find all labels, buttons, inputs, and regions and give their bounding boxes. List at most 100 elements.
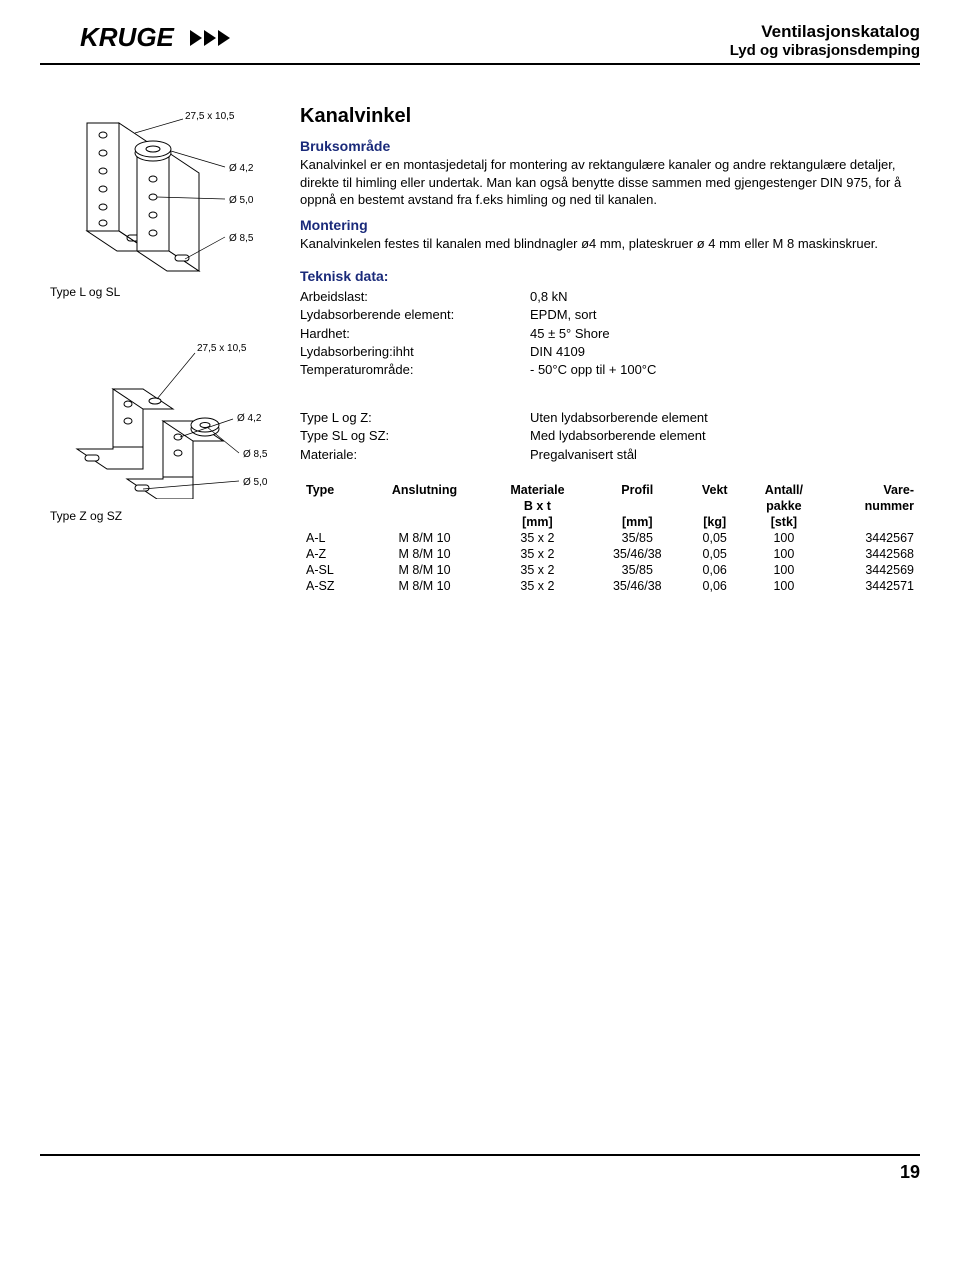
logo: KRUGE (80, 20, 250, 59)
table-row: A-L M 8/M 10 35 x 2 35/85 0,05 100 34425… (300, 530, 920, 546)
usage-heading: Bruksområde (300, 138, 920, 154)
header-titles: Ventilasjonskatalog Lyd og vibrasjonsdem… (730, 22, 920, 59)
tech-row: Lydabsorbering:ihhtDIN 4109 (300, 343, 920, 361)
cell-wt: 0,06 (685, 578, 744, 594)
cell-type: A-L (300, 530, 364, 546)
figure-l-sl: 27,5 x 10,5 Ø 4,2 Ø 5,0 Ø 8,5 (40, 105, 300, 275)
cell-art: 3442571 (823, 578, 920, 594)
types-row: Type L og Z:Uten lydabsorberende element (300, 409, 920, 427)
cell-art: 3442569 (823, 562, 920, 578)
fig2-dim-d42: Ø 4,2 (237, 413, 262, 424)
table-header-row: [mm] [mm] [kg] [stk] (300, 514, 920, 530)
tech-val: 0,8 kN (530, 288, 920, 306)
cell-prof: 35/46/38 (590, 578, 686, 594)
cell-wt: 0,06 (685, 562, 744, 578)
cell-art: 3442567 (823, 530, 920, 546)
cell-prof: 35/85 (590, 562, 686, 578)
tech-val: DIN 4109 (530, 343, 920, 361)
th-mat: Materiale (485, 482, 589, 498)
table-header-row: Type Anslutning Materiale Profil Vekt An… (300, 482, 920, 498)
page-number: 19 (40, 1154, 920, 1183)
table-row: A-SL M 8/M 10 35 x 2 35/85 0,06 100 3442… (300, 562, 920, 578)
tech-row: Lydabsorberende element:EPDM, sort (300, 306, 920, 324)
mounting-text: Kanalvinkelen festes til kanalen med bli… (300, 235, 920, 253)
th-mat3: [mm] (485, 514, 589, 530)
fig2-dim-d50: Ø 5,0 (243, 477, 268, 488)
types-val: Med lydabsorberende element (530, 427, 920, 445)
fig1-dim-d42: Ø 4,2 (229, 163, 254, 174)
types-row: Materiale:Pregalvanisert stål (300, 446, 920, 464)
types-key: Materiale: (300, 446, 530, 464)
table-row: A-Z M 8/M 10 35 x 2 35/46/38 0,05 100 34… (300, 546, 920, 562)
th-type: Type (300, 482, 364, 498)
content: 27,5 x 10,5 Ø 4,2 Ø 5,0 Ø 8,5 Type L og … (40, 105, 920, 594)
fig2-dim-slot: 27,5 x 10,5 (197, 343, 247, 354)
tech-key: Hardhet: (300, 325, 530, 343)
left-column: 27,5 x 10,5 Ø 4,2 Ø 5,0 Ø 8,5 Type L og … (40, 105, 300, 594)
header-subtitle: Lyd og vibrasjonsdemping (730, 42, 920, 59)
th-prof: Profil (590, 482, 686, 498)
fig1-dim-d85: Ø 8,5 (229, 233, 254, 244)
kruge-logo-svg: KRUGE (80, 20, 250, 56)
th-qty: Antall/ (744, 482, 823, 498)
cell-art: 3442568 (823, 546, 920, 562)
header-title: Ventilasjonskatalog (730, 22, 920, 42)
product-table: Type Anslutning Materiale Profil Vekt An… (300, 482, 920, 594)
types-block: Type L og Z:Uten lydabsorberende element… (300, 409, 920, 464)
tech-val: 45 ± 5° Shore (530, 325, 920, 343)
th-conn: Anslutning (364, 482, 486, 498)
cell-conn: M 8/M 10 (364, 562, 486, 578)
types-key: Type L og Z: (300, 409, 530, 427)
tech-heading: Teknisk data: (300, 268, 920, 284)
table-header-row: B x t pakke nummer (300, 498, 920, 514)
cell-type: A-SZ (300, 578, 364, 594)
cell-wt: 0,05 (685, 530, 744, 546)
cell-mat: 35 x 2 (485, 578, 589, 594)
cell-mat: 35 x 2 (485, 530, 589, 546)
tech-key: Temperaturområde: (300, 361, 530, 379)
cell-wt: 0,05 (685, 546, 744, 562)
th-qty2: pakke (744, 498, 823, 514)
figure-z-sz-caption: Type Z og SZ (50, 509, 300, 523)
figure-l-sl-caption: Type L og SL (50, 285, 300, 299)
usage-text: Kanalvinkel er en montasjedetalj for mon… (300, 156, 920, 209)
types-val: Pregalvanisert stål (530, 446, 920, 464)
cell-mat: 35 x 2 (485, 562, 589, 578)
fig2-dim-d85: Ø 8,5 (243, 449, 268, 460)
th-art2: nummer (823, 498, 920, 514)
logo-text: KRUGE (80, 22, 175, 52)
tech-row: Arbeidslast:0,8 kN (300, 288, 920, 306)
page-header: KRUGE Ventilasjonskatalog Lyd og vibrasj… (40, 20, 920, 65)
types-key: Type SL og SZ: (300, 427, 530, 445)
tech-key: Lydabsorbering:ihht (300, 343, 530, 361)
figure-z-sz-svg: 27,5 x 10,5 Ø 4,2 Ø 8,5 Ø 5,0 (55, 329, 285, 499)
cell-conn: M 8/M 10 (364, 578, 486, 594)
cell-qty: 100 (744, 578, 823, 594)
tech-val: - 50°C opp til + 100°C (530, 361, 920, 379)
cell-qty: 100 (744, 530, 823, 546)
mounting-heading: Montering (300, 217, 920, 233)
right-column: Kanalvinkel Bruksområde Kanalvinkel er e… (300, 105, 920, 594)
figure-l-sl-svg: 27,5 x 10,5 Ø 4,2 Ø 5,0 Ø 8,5 (55, 105, 285, 275)
cell-qty: 100 (744, 546, 823, 562)
tech-data-table: Arbeidslast:0,8 kN Lydabsorberende eleme… (300, 288, 920, 379)
th-qty3: [stk] (744, 514, 823, 530)
cell-prof: 35/85 (590, 530, 686, 546)
types-val: Uten lydabsorberende element (530, 409, 920, 427)
cell-type: A-Z (300, 546, 364, 562)
th-art: Vare- (823, 482, 920, 498)
tech-key: Lydabsorberende element: (300, 306, 530, 324)
cell-conn: M 8/M 10 (364, 530, 486, 546)
tech-key: Arbeidslast: (300, 288, 530, 306)
section-title: Kanalvinkel (300, 105, 920, 128)
tech-row: Temperaturområde:- 50°C opp til + 100°C (300, 361, 920, 379)
cell-prof: 35/46/38 (590, 546, 686, 562)
th-mat2: B x t (485, 498, 589, 514)
cell-qty: 100 (744, 562, 823, 578)
product-table-body: A-L M 8/M 10 35 x 2 35/85 0,05 100 34425… (300, 530, 920, 594)
table-row: A-SZ M 8/M 10 35 x 2 35/46/38 0,06 100 3… (300, 578, 920, 594)
th-wt: Vekt (685, 482, 744, 498)
cell-mat: 35 x 2 (485, 546, 589, 562)
th-prof2: [mm] (590, 514, 686, 530)
cell-type: A-SL (300, 562, 364, 578)
